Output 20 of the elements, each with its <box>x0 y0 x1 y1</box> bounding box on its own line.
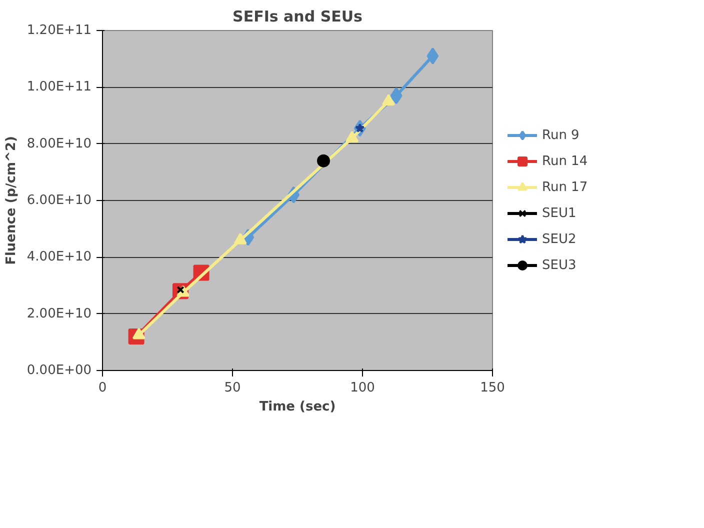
y-tick-label: 0.00E+00 <box>26 363 92 378</box>
x-axis-title: Time (sec) <box>259 400 336 414</box>
y-tick-label: 6.00E+10 <box>26 193 92 208</box>
legend-label: SEU2 <box>542 232 576 246</box>
legend-label: Run 9 <box>542 128 580 142</box>
legend-label: SEU3 <box>542 258 576 272</box>
chart-title: SEFIs and SEUs <box>232 8 363 26</box>
y-axis-title: Fluence (p/cm^2) <box>4 136 19 265</box>
x-tick-label: 0 <box>98 380 107 396</box>
y-tick-label: 8.00E+10 <box>26 136 92 152</box>
y-tick-label: 4.00E+10 <box>26 250 92 265</box>
y-tick-label: 1.00E+11 <box>26 80 92 95</box>
legend-label: Run 14 <box>542 154 588 168</box>
x-tick-label: 100 <box>350 380 375 396</box>
legend-label: Run 17 <box>542 180 588 194</box>
y-tick-label: 2.00E+10 <box>26 306 92 322</box>
x-tick-label: 150 <box>480 380 505 396</box>
y-tick-label: 1.20E+11 <box>26 23 92 38</box>
legend-label: SEU1 <box>542 206 576 220</box>
x-tick-label: 50 <box>224 380 241 396</box>
